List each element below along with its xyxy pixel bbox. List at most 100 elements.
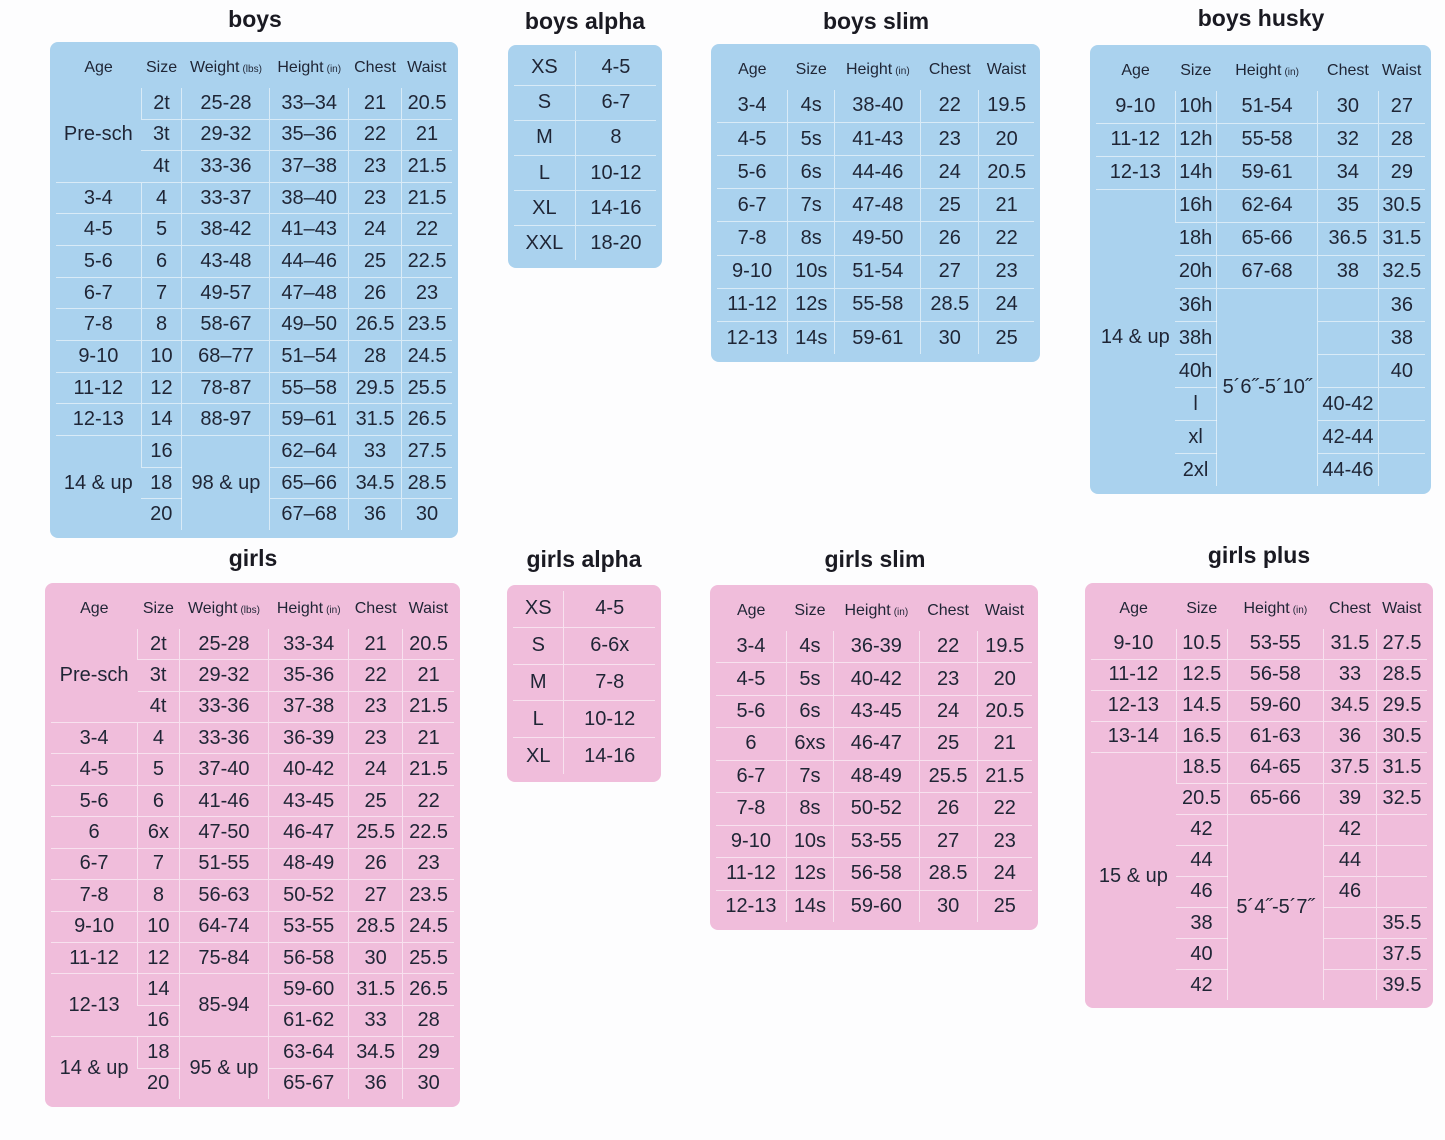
table-cell: 24.5 <box>402 910 454 943</box>
table-cell: 27 <box>348 879 403 912</box>
table-cell: 24 <box>347 213 402 246</box>
table-cell: 6-7 <box>56 276 142 309</box>
table-cell: 4-5 <box>574 51 656 86</box>
table-cell: 11-12 <box>56 371 142 404</box>
table-cell: 33-34 <box>268 629 349 660</box>
header-row: Age Size Height (in) Chest Waist <box>1091 589 1427 629</box>
table-cell: XL <box>513 737 564 774</box>
table-cell: 26 <box>347 276 402 309</box>
table-row: 6 6x 47-50 46-47 25.5 22.5 <box>51 816 454 849</box>
table-cell: 34.5 <box>348 1036 403 1069</box>
column-header: Size <box>788 50 835 90</box>
table-cell: 12-13 <box>51 973 138 1037</box>
table-cell: 46 <box>1176 875 1228 908</box>
table-cell: 30.5 <box>1376 720 1427 753</box>
table-cell: L <box>514 154 576 191</box>
table-cell: M <box>513 663 564 701</box>
table-cell: 46 <box>1322 875 1377 908</box>
table-cell: 12-13 <box>1096 155 1176 190</box>
girls-grid: Age Size Weight (lbs) Height (in) Chest Waist Pr… <box>51 589 454 1099</box>
table-cell: 22 <box>918 631 978 663</box>
table-cell: 7-8 <box>56 308 142 341</box>
table-row: 40 37.5 <box>1091 938 1427 970</box>
table-cell: 4t <box>137 690 180 723</box>
column-header: Age <box>1091 589 1176 629</box>
table-cell: 26.5 <box>401 403 452 436</box>
table-cell: 9-10 <box>1115 95 1156 118</box>
table-cell <box>1317 321 1379 355</box>
table-cell <box>1376 875 1427 908</box>
table-cell: 68–77 <box>181 340 270 373</box>
table-cell: 7s <box>785 759 834 793</box>
table-row: 14 & up 18 95 & up 63-64 34.5 29 <box>51 1036 454 1099</box>
table-cell: 47–48 <box>269 276 349 309</box>
table-cell: 28 <box>402 1004 454 1037</box>
table-row: 20 67–68 36 30 <box>56 498 452 530</box>
table-cell: 3-4 <box>56 181 142 214</box>
table-cell: 20 <box>978 121 1034 156</box>
table-cell <box>1322 906 1377 939</box>
table-cell: 32.5 <box>1376 782 1427 815</box>
table-cell: 22 <box>347 118 402 151</box>
table-cell: 5 <box>137 753 180 786</box>
table-cell: XS <box>524 597 552 620</box>
table-cell: 27 <box>918 824 978 858</box>
table-row: 6 6xs 46-47 25 21 <box>716 727 1032 761</box>
table-cell: 6 <box>137 784 180 817</box>
boys-slim-table: Age Size Height (in) Chest Waist 3-4 4s 38-40 22 1… <box>711 44 1040 362</box>
table-cell: 3-4 <box>51 722 138 754</box>
table-cell: 5-6 <box>56 245 142 278</box>
table-cell: 25.5 <box>348 816 403 849</box>
table-cell: 40 <box>1377 354 1425 388</box>
table-cell: 12.5 <box>1175 658 1228 691</box>
table-cell: 50-52 <box>268 879 349 912</box>
table-cell: 23.5 <box>402 879 454 912</box>
table-cell: 21 <box>402 722 454 754</box>
table-cell: 48-49 <box>268 847 349 880</box>
girls-plus-title: girls plus <box>1207 542 1311 568</box>
column-header-label: Chest <box>928 61 971 78</box>
table-cell: 4s <box>785 631 834 663</box>
column-header: Chest <box>1318 51 1379 91</box>
table-cell: 56-58 <box>268 941 349 974</box>
table-cell: 35–36 <box>269 118 349 151</box>
table-cell: 59-61 <box>1215 155 1318 190</box>
table-cell: 12 <box>137 941 180 974</box>
table-cell: 4t <box>141 150 182 183</box>
table-cell <box>1322 938 1377 970</box>
column-header: Chest <box>921 50 979 90</box>
girls-slim-table: Age Size Height (in) Chest Waist 3-4 4s 36-39 22 1… <box>710 585 1038 930</box>
girls-plus-table: Age Size Height (in) Chest Waist 9-10 10.5 53-55… <box>1085 583 1433 1008</box>
table-cell: 22.5 <box>402 816 454 849</box>
table-cell: 36 <box>1322 720 1377 753</box>
column-header-label: Waist <box>407 59 447 76</box>
table-row: 3t 29-32 35-36 22 21 <box>51 659 454 692</box>
table-cell: 18-20 <box>574 225 656 260</box>
column-header-label: Waist <box>1381 62 1422 79</box>
table-cell: 33-36 <box>178 722 269 754</box>
table-cell: 40 <box>1176 938 1228 970</box>
table-cell: 18.5 <box>1175 751 1228 784</box>
table-cell: 30 <box>920 321 979 354</box>
table-cell: 98 & up <box>181 435 270 530</box>
table-cell: 41–43 <box>269 213 349 246</box>
table-cell: 14-16 <box>563 737 655 774</box>
table-row: XL 14-16 <box>514 190 656 226</box>
table-row: 7-8 8 56-63 50-52 27 23.5 <box>51 879 454 912</box>
table-cell: 23 <box>348 690 403 723</box>
table-cell <box>1377 420 1425 454</box>
table-cell: 24.5 <box>401 340 452 373</box>
table-cell: 31.5 <box>1322 629 1377 660</box>
table-cell: 34.5 <box>1322 689 1377 722</box>
table-row: l 40-42 <box>1096 387 1425 421</box>
table-row: 4t 33-36 37-38 23 21.5 <box>51 690 454 723</box>
table-cell: 23 <box>347 150 402 183</box>
table-row: 3-4 4s 36-39 22 19.5 <box>716 631 1032 663</box>
table-cell: 30.5 <box>1377 188 1425 223</box>
table-cell: 39 <box>1322 782 1377 815</box>
table-cell: 4-5 <box>51 753 138 786</box>
column-header: Size <box>1176 589 1227 629</box>
table-cell <box>1317 354 1379 388</box>
column-header: Waist <box>977 591 1032 631</box>
table-cell: XS <box>531 56 558 79</box>
